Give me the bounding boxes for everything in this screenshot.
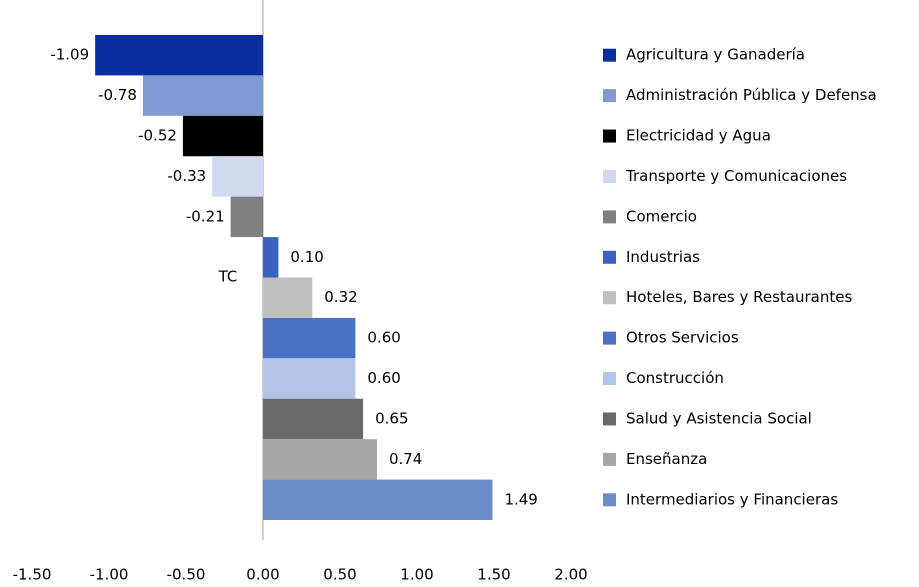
legend-label: Industrias xyxy=(626,248,700,266)
bar xyxy=(263,237,279,278)
legend-swatch xyxy=(603,89,616,103)
value-label: -0.33 xyxy=(167,167,206,185)
value-label: -0.21 xyxy=(186,207,225,225)
value-label: 0.60 xyxy=(367,329,400,347)
legend-swatch xyxy=(603,452,616,466)
bar xyxy=(263,398,364,440)
value-label: 0.74 xyxy=(389,450,422,468)
bar xyxy=(263,358,356,399)
legend-label: Hoteles, Bares y Restaurantes xyxy=(626,288,852,306)
legend-label: Salud y Asistencia Social xyxy=(626,409,812,427)
x-tick-label: 2.00 xyxy=(554,566,587,584)
legend-label: Enseñanza xyxy=(626,450,707,468)
legend-swatch xyxy=(603,372,616,386)
x-tick-label: 0.00 xyxy=(246,566,279,584)
legend-swatch xyxy=(603,210,616,224)
legend-label: Transporte y Comunicaciones xyxy=(625,167,847,185)
value-label: 1.49 xyxy=(504,490,537,508)
x-tick-label: -1.50 xyxy=(13,566,52,584)
bar xyxy=(263,439,377,480)
bar xyxy=(212,156,263,197)
bar xyxy=(263,479,493,520)
bar xyxy=(95,35,263,76)
value-label: 0.65 xyxy=(375,409,408,427)
legend-swatch xyxy=(603,129,616,143)
bar xyxy=(142,75,263,116)
x-tick-label: -1.00 xyxy=(90,566,129,584)
legend-label: Agricultura y Ganadería xyxy=(626,46,805,64)
bar xyxy=(182,115,263,157)
legend-swatch xyxy=(603,412,616,426)
x-tick-label: 1.50 xyxy=(477,566,510,584)
value-label: 0.60 xyxy=(367,369,400,387)
legend-swatch xyxy=(603,493,616,507)
legend-swatch xyxy=(603,169,616,183)
value-label: -1.09 xyxy=(50,46,89,64)
legend-label: Electricidad y Agua xyxy=(626,127,771,145)
legend-swatch xyxy=(603,48,616,62)
bar xyxy=(263,317,356,359)
legend-label: Comercio xyxy=(626,207,697,225)
x-tick-label: 1.00 xyxy=(400,566,433,584)
annotation: TC xyxy=(218,268,238,286)
value-label: 0.10 xyxy=(290,248,323,266)
x-tick-label: 0.50 xyxy=(323,566,356,584)
legend-swatch xyxy=(603,331,616,345)
legend-swatch xyxy=(603,291,616,305)
value-label: 0.32 xyxy=(324,288,357,306)
x-tick-label: -0.50 xyxy=(167,566,206,584)
legend-label: Construcción xyxy=(626,369,724,387)
legend-label: Intermediarios y Financieras xyxy=(626,490,838,508)
legend-label: Otros Servicios xyxy=(626,329,739,347)
bar xyxy=(263,277,313,318)
legend-swatch xyxy=(603,250,616,264)
bar xyxy=(230,196,263,238)
legend-label: Administración Pública y Defensa xyxy=(626,86,877,104)
value-label: -0.78 xyxy=(98,86,137,104)
value-label: -0.52 xyxy=(138,127,177,145)
